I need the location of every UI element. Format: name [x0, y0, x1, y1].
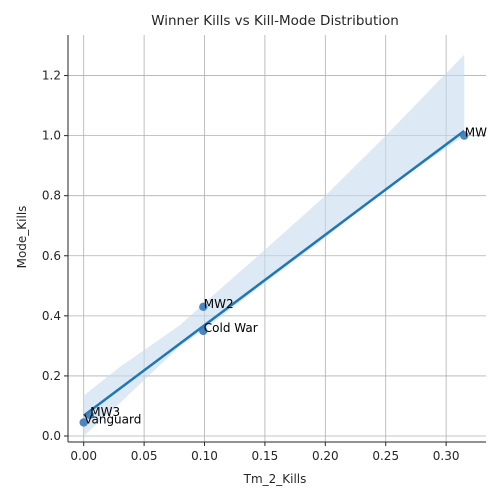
x-tick-label: 0.05	[131, 449, 158, 463]
y-tick-label: 0.0	[42, 429, 61, 443]
ticks-layer: 0.00 0.05 0.10 0.15 0.20 0.25 0.30 0.0 0.2 0.4 0.6…	[42, 69, 460, 463]
y-tick-label: 0.8	[42, 189, 61, 203]
data-point	[79, 418, 88, 427]
y-tick-label: 0.2	[42, 369, 61, 383]
regression-line-layer	[82, 129, 466, 417]
point-label: MW2	[204, 297, 234, 311]
data-point	[199, 326, 208, 336]
y-tick-label: 0.4	[42, 309, 61, 323]
x-tick-label: 0.30	[433, 449, 460, 463]
regression-line	[82, 129, 466, 417]
y-tick-label: 1.2	[42, 69, 61, 83]
point-label: Cold War	[204, 321, 258, 335]
x-tick-label: 0.25	[372, 449, 399, 463]
y-tick-label: 1.0	[42, 129, 61, 143]
x-axis-label: Tm_2_Kills	[243, 472, 307, 486]
data-point	[460, 131, 469, 140]
x-tick-label: 0.15	[252, 449, 279, 463]
confidence-band	[83, 54, 465, 436]
x-tick-label: 0.10	[191, 449, 218, 463]
axes-layer	[67, 35, 486, 443]
confidence-band-layer	[83, 54, 465, 436]
x-tick-label: 0.20	[312, 449, 339, 463]
points-layer	[79, 131, 469, 427]
point-label: MW	[465, 126, 487, 140]
x-tick-label: 0.00	[70, 449, 97, 463]
point-label: MW3	[90, 405, 120, 419]
point-label: Vanguard	[84, 412, 141, 426]
y-axis-label: Mode_Kills	[15, 206, 29, 269]
data-point	[85, 410, 94, 420]
chart-title: Winner Kills vs Kill-Mode Distribution	[151, 13, 399, 29]
data-point	[199, 302, 208, 312]
y-tick-label: 0.6	[42, 249, 61, 263]
